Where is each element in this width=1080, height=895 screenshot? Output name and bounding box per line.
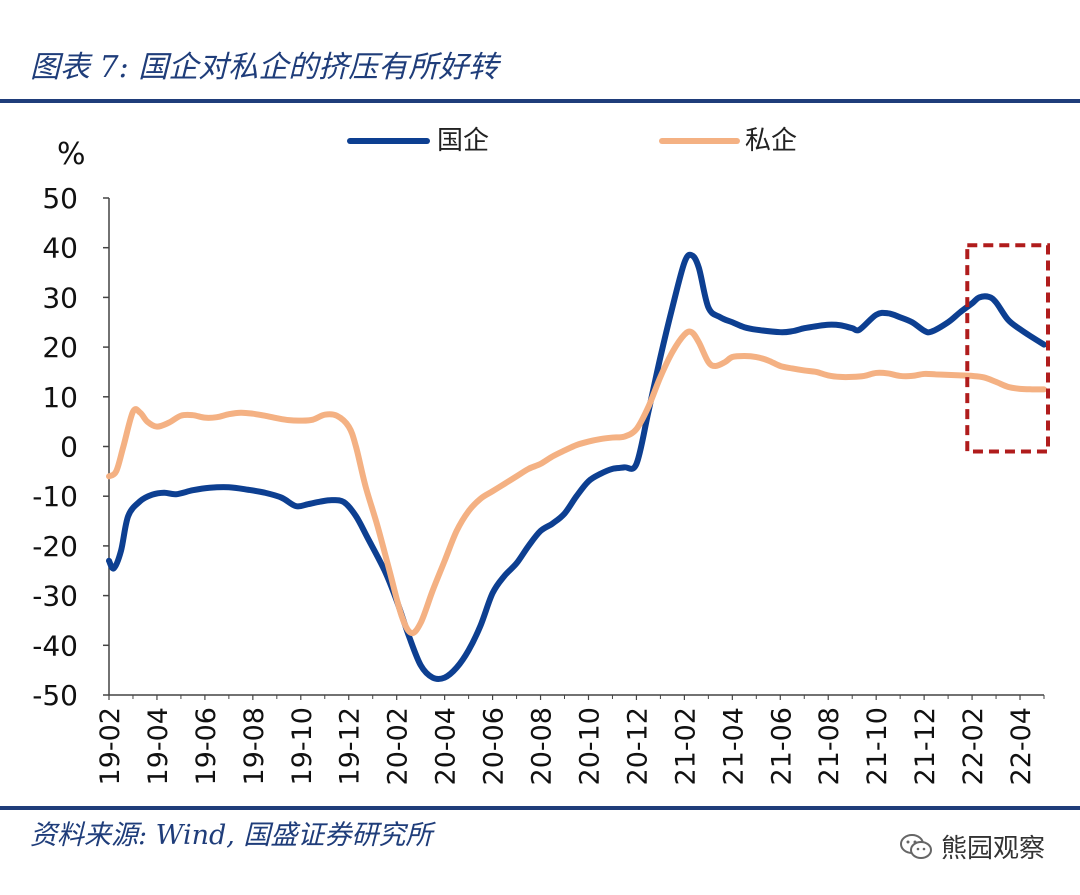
x-tick-label: 20-06 xyxy=(479,707,510,785)
y-tick-label: -40 xyxy=(32,629,78,662)
chart-title: 图表 7: 国企对私企的挤压有所好转 xyxy=(30,50,499,85)
x-tick-label: 19-06 xyxy=(191,707,222,785)
x-tick-label: 19-02 xyxy=(95,707,126,785)
title-divider xyxy=(0,99,1080,103)
y-tick-label: 0 xyxy=(60,431,78,464)
x-tick-label: 19-10 xyxy=(287,707,318,785)
x-tick-label: 20-02 xyxy=(383,707,414,785)
x-tick-label: 19-12 xyxy=(335,707,366,785)
legend: 国企 私企 xyxy=(347,126,797,156)
x-tick-label: 20-04 xyxy=(431,707,462,785)
x-tick-label: 21-06 xyxy=(766,707,797,785)
axes xyxy=(103,197,1045,700)
series-lines xyxy=(106,251,1047,683)
y-tick-label: 20 xyxy=(42,331,78,364)
y-tick-label: 30 xyxy=(42,281,78,314)
y-tick-label: -50 xyxy=(32,679,78,712)
x-tick-label: 22-02 xyxy=(958,707,989,785)
highlight-box xyxy=(965,243,1050,454)
series-line-soe xyxy=(106,251,1047,683)
x-tick-label: 19-08 xyxy=(239,707,270,785)
wechat-icon xyxy=(899,833,932,859)
x-tick-label: 20-10 xyxy=(574,707,605,785)
x-tick-label: 21-04 xyxy=(718,707,749,785)
y-tick-label: 50 xyxy=(42,182,78,215)
x-tick-label: 21-12 xyxy=(910,707,941,785)
x-tick-label: 20-12 xyxy=(622,707,653,785)
legend-label-private: 私企 xyxy=(745,126,797,156)
y-tick-label: -30 xyxy=(32,580,78,613)
x-tick-label: 21-08 xyxy=(814,707,845,785)
x-tick-label: 21-10 xyxy=(862,707,893,785)
y-tick-label: 10 xyxy=(42,381,78,414)
x-tick-label: 19-04 xyxy=(143,707,174,785)
watermark: 熊园观察 xyxy=(899,828,1045,865)
source-note: 资料来源: Wind, 国盛证券研究所 xyxy=(30,820,433,851)
y-tick-labels: 50 40 30 20 10 0 -10 -20 -30 -40 -50 xyxy=(32,182,78,712)
x-tick-labels: 19-02 19-04 19-06 19-08 19-10 19-12 20-02 20-04… xyxy=(95,707,1037,785)
y-axis-label: % xyxy=(57,137,86,172)
series-line-private xyxy=(106,328,1047,637)
x-tick-label: 20-08 xyxy=(527,707,558,785)
line-chart: 国企 私企 % 50 40 30 20 10 0 -10 -20 -30 -40 -50 19-02… xyxy=(32,126,1050,785)
legend-label-soe: 国企 xyxy=(437,126,489,156)
y-tick-label: -10 xyxy=(32,480,78,513)
source-divider xyxy=(0,806,1080,810)
watermark-text: 熊园观察 xyxy=(940,834,1045,864)
y-tick-label: 40 xyxy=(42,232,78,265)
y-tick-label: -20 xyxy=(32,530,78,563)
x-tick-label: 22-04 xyxy=(1006,707,1037,785)
x-tick-label: 21-02 xyxy=(670,707,701,785)
